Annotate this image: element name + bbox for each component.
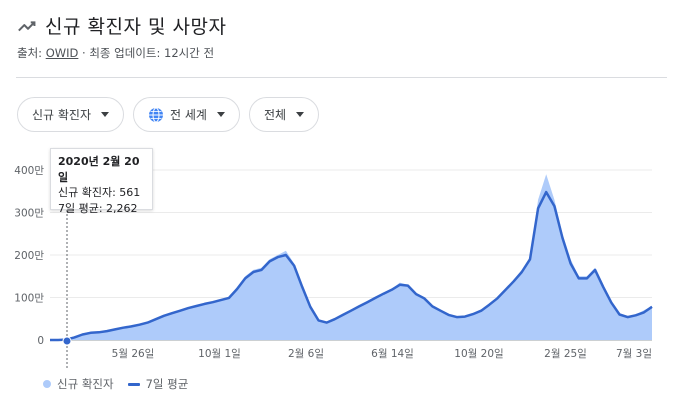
range-label: 전체 bbox=[263, 108, 287, 122]
x-tick-label: 10월 1일 bbox=[198, 347, 241, 360]
tooltip-date: 2020년 2월 20일 bbox=[58, 155, 140, 184]
seven-day-average-path bbox=[50, 190, 653, 342]
filter-chips: 신규 확진자 전 세계 전체 bbox=[17, 97, 320, 132]
range-dropdown[interactable]: 전체 bbox=[248, 97, 320, 132]
legend-line-swatch bbox=[127, 382, 140, 386]
legend-line-label: 7일 평균 bbox=[145, 377, 189, 391]
region-dropdown[interactable]: 전 세계 bbox=[133, 97, 240, 132]
x-axis: 5월 26일 10월 1일 2월 6일 6월 14일 10월 20일 2월 25일 7월 3… bbox=[112, 347, 652, 360]
last-updated: 최종 업데이트: 12시간 전 bbox=[89, 46, 215, 60]
y-tick-label: 400만 bbox=[14, 165, 44, 177]
divider bbox=[16, 77, 667, 78]
chart-legend: 신규 확진자 7일 평균 bbox=[43, 376, 188, 392]
region-label: 전 세계 bbox=[170, 108, 207, 122]
chart-header: 신규 확진자 및 사망자 bbox=[17, 12, 226, 39]
y-tick-label: 100만 bbox=[14, 293, 44, 305]
x-tick-label: 2월 6일 bbox=[288, 347, 324, 360]
caret-down-icon bbox=[296, 112, 305, 117]
globe-icon bbox=[149, 107, 164, 122]
trending-up-icon bbox=[18, 20, 36, 31]
legend-bars-swatch bbox=[43, 380, 51, 388]
daily-cases-bars bbox=[50, 174, 652, 340]
tooltip-average: 7일 평균: 2,262 bbox=[58, 201, 138, 215]
x-tick-label: 2월 25일 bbox=[544, 347, 587, 360]
x-tick-label: 7월 3일 bbox=[616, 347, 652, 360]
x-tick-label: 10월 20일 bbox=[454, 347, 503, 360]
source-prefix: 출처: bbox=[17, 46, 43, 60]
hover-point bbox=[62, 336, 72, 346]
x-tick-label: 5월 26일 bbox=[112, 347, 155, 360]
y-axis: 0 100만 200만 300만 400만 bbox=[14, 165, 44, 347]
chart-title: 신규 확진자 및 사망자 bbox=[45, 16, 227, 38]
tooltip-cases: 신규 확진자: 561 bbox=[58, 186, 141, 199]
source-link[interactable]: OWID bbox=[45, 46, 79, 60]
y-tick-label: 0 bbox=[37, 335, 44, 347]
y-tick-label: 300만 bbox=[14, 208, 44, 220]
x-tick-label: 6월 14일 bbox=[371, 347, 414, 360]
daily-cases-area bbox=[50, 174, 652, 340]
source-line: 출처: OWID · 최종 업데이트: 12시간 전 bbox=[17, 45, 214, 61]
source-separator: · bbox=[82, 46, 86, 60]
metric-label: 신규 확진자 bbox=[32, 108, 92, 122]
caret-down-icon bbox=[101, 112, 110, 117]
seven-day-average-line bbox=[50, 190, 653, 342]
hover-tooltip: 2020년 2월 20일 신규 확진자: 561 7일 평균: 2,262 bbox=[50, 148, 153, 215]
y-tick-label: 200만 bbox=[14, 250, 44, 262]
legend-bars-label: 신규 확진자 bbox=[57, 377, 114, 391]
metric-dropdown[interactable]: 신규 확진자 bbox=[17, 97, 125, 132]
caret-down-icon bbox=[216, 112, 225, 117]
